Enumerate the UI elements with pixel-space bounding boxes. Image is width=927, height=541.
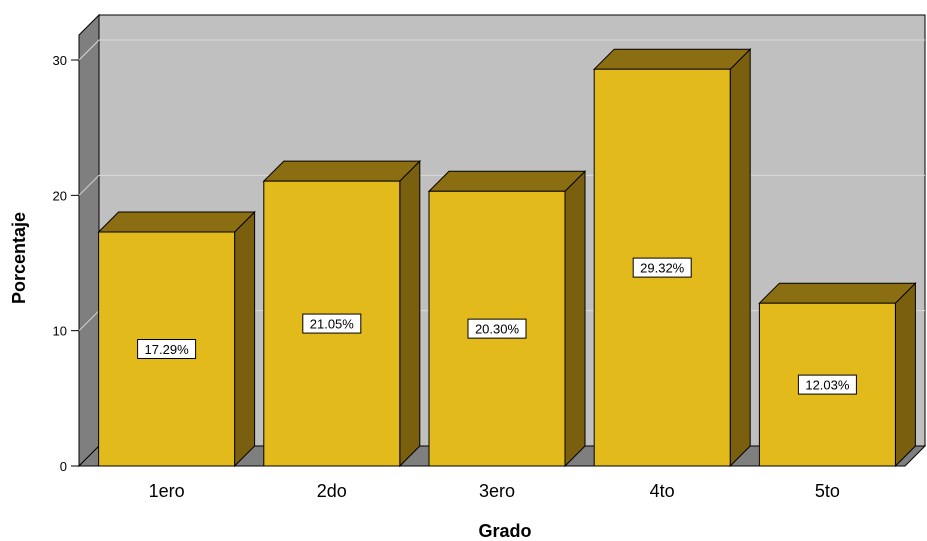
- data-label: 12.03%: [805, 378, 850, 393]
- data-label: 29.32%: [640, 261, 685, 276]
- bar-group: 21.05%: [262, 159, 422, 468]
- gridline-left-wall: [78, 310, 100, 332]
- bar-side: [234, 210, 256, 468]
- x-tick-label: 4to: [650, 481, 675, 501]
- bar-group: 29.32%: [592, 47, 752, 468]
- gridline-left-wall: [78, 174, 100, 196]
- gridline-left-wall: [78, 39, 100, 61]
- y-tick-label: 30: [53, 53, 67, 68]
- x-tick-label: 1ero: [149, 481, 185, 501]
- bar-top: [592, 48, 752, 70]
- bar-side: [564, 170, 586, 468]
- data-label-box: [632, 257, 692, 278]
- data-label-box: [797, 374, 857, 395]
- bar-group: 12.03%: [758, 281, 917, 468]
- x-tick-label: 2do: [317, 481, 347, 501]
- bar-top: [97, 211, 256, 233]
- bar-side: [399, 159, 421, 468]
- y-tick-label: 0: [60, 459, 67, 474]
- x-axis-title: Grado: [478, 521, 531, 541]
- x-tick-label: 3ero: [479, 481, 515, 501]
- bar-top: [758, 282, 917, 304]
- bars: 17.29% 21.05% 20.30% 29.32% 12.03%: [97, 47, 917, 468]
- x-axis-ticks: 1ero 2do 3ero 4to 5to: [149, 481, 840, 501]
- bar-top: [427, 170, 587, 192]
- x-tick-label: 5to: [815, 481, 840, 501]
- plot-left-wall: [78, 13, 100, 468]
- y-tick-label: 20: [53, 188, 67, 203]
- y-tick-label: 10: [53, 324, 67, 339]
- bar-side: [894, 281, 916, 468]
- data-label: 17.29%: [145, 342, 190, 357]
- y-axis-title: Porcentaje: [9, 212, 29, 304]
- bar-top: [262, 160, 422, 182]
- bar-group: 20.30%: [427, 170, 587, 468]
- data-label-box: [302, 313, 362, 334]
- data-label-box: [137, 339, 197, 360]
- y-axis-ticks: 0 10 20 30: [53, 53, 79, 474]
- data-label: 21.05%: [310, 317, 355, 332]
- data-label: 20.30%: [475, 322, 520, 337]
- bar-group: 17.29%: [97, 210, 256, 468]
- data-label-box: [467, 318, 527, 339]
- bar-side: [729, 47, 751, 468]
